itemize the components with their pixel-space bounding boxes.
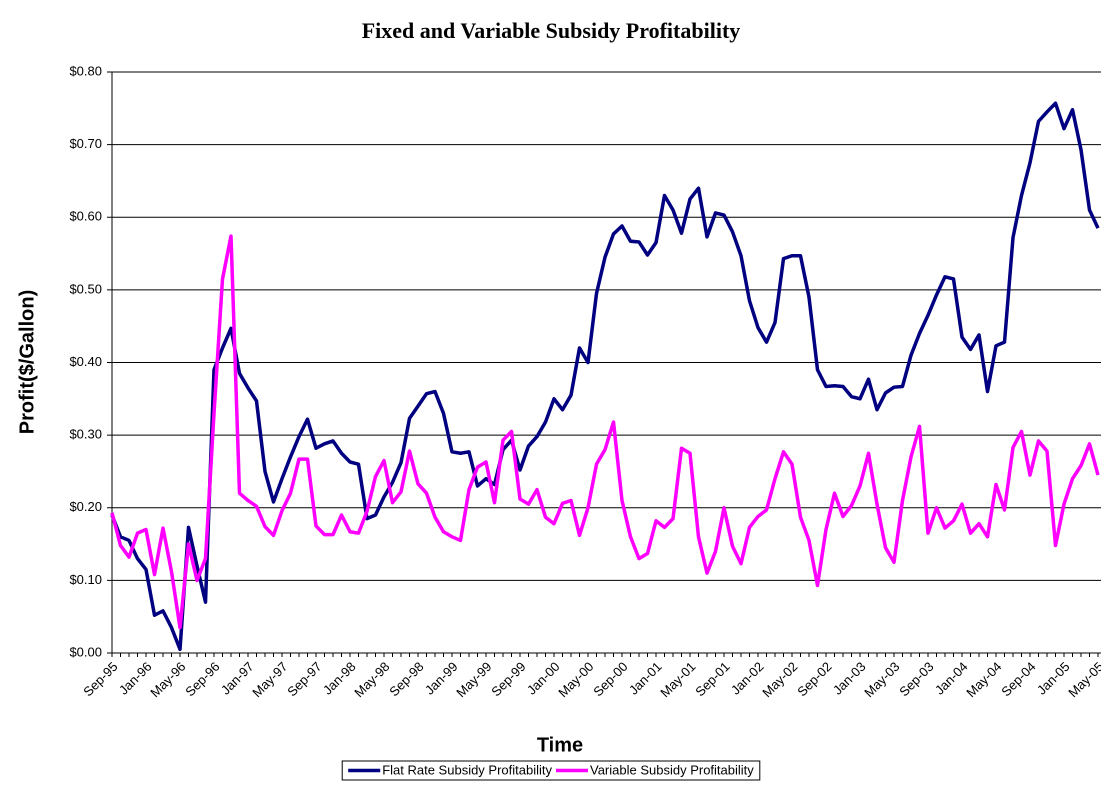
x-tick-label: May-97 (249, 659, 290, 700)
y-tick-label: $0.30 (69, 427, 102, 442)
y-tick-label: $0.10 (69, 572, 102, 587)
x-tick-label: Sep-98 (386, 659, 426, 699)
y-tick-label: $0.50 (69, 281, 102, 296)
y-axis-title: Profit($/Gallon) (16, 290, 38, 434)
y-tick-label: $0.20 (69, 499, 102, 514)
x-tick-label: Sep-04 (998, 659, 1038, 699)
y-tick-label: $0.80 (69, 63, 102, 78)
x-tick-label: May-05 (1065, 659, 1101, 700)
x-tick-label: May-99 (453, 659, 494, 700)
x-tick-label: Sep-00 (590, 659, 630, 699)
series-line (110, 101, 1100, 652)
x-tick-label: May-00 (555, 659, 596, 700)
x-tick-label: May-03 (861, 659, 902, 700)
legend-label: Variable Subsidy Profitability (590, 762, 754, 777)
y-tick-label: $0.40 (69, 354, 102, 369)
x-tick-label: Sep-96 (182, 659, 222, 699)
x-tick-label: May-01 (657, 659, 698, 700)
x-tick-label: Sep-95 (80, 659, 120, 699)
y-tick-label: $0.60 (69, 209, 102, 224)
x-tick-label: Sep-02 (794, 659, 834, 699)
x-tick-label: May-02 (759, 659, 800, 700)
x-tick-label: May-04 (963, 659, 1004, 700)
x-tick-label: Sep-97 (284, 659, 324, 699)
x-tick-label: Sep-01 (692, 659, 732, 699)
series-line (110, 234, 1100, 630)
y-tick-label: $0.70 (69, 136, 102, 151)
legend-box (341, 760, 761, 781)
x-tick-label: Sep-99 (488, 659, 528, 699)
x-axis-title: Time (537, 734, 583, 756)
x-tick-label: Sep-03 (896, 659, 936, 699)
legend: Flat Rate Subsidy Profitability Variable … (341, 760, 761, 781)
x-tick-label: May-98 (351, 659, 392, 700)
x-tick-label: May-96 (147, 659, 188, 700)
y-tick-label: $0.00 (69, 644, 102, 659)
chart-title: Fixed and Variable Subsidy Profitability (362, 18, 741, 43)
legend-label: Flat Rate Subsidy Profitability (382, 762, 552, 777)
